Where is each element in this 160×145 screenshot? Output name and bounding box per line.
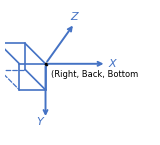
Text: Z: Z — [71, 12, 78, 22]
Text: (Right, Back, Bottom: (Right, Back, Bottom — [51, 70, 139, 79]
Text: Y: Y — [36, 117, 43, 127]
Text: X: X — [108, 59, 116, 69]
